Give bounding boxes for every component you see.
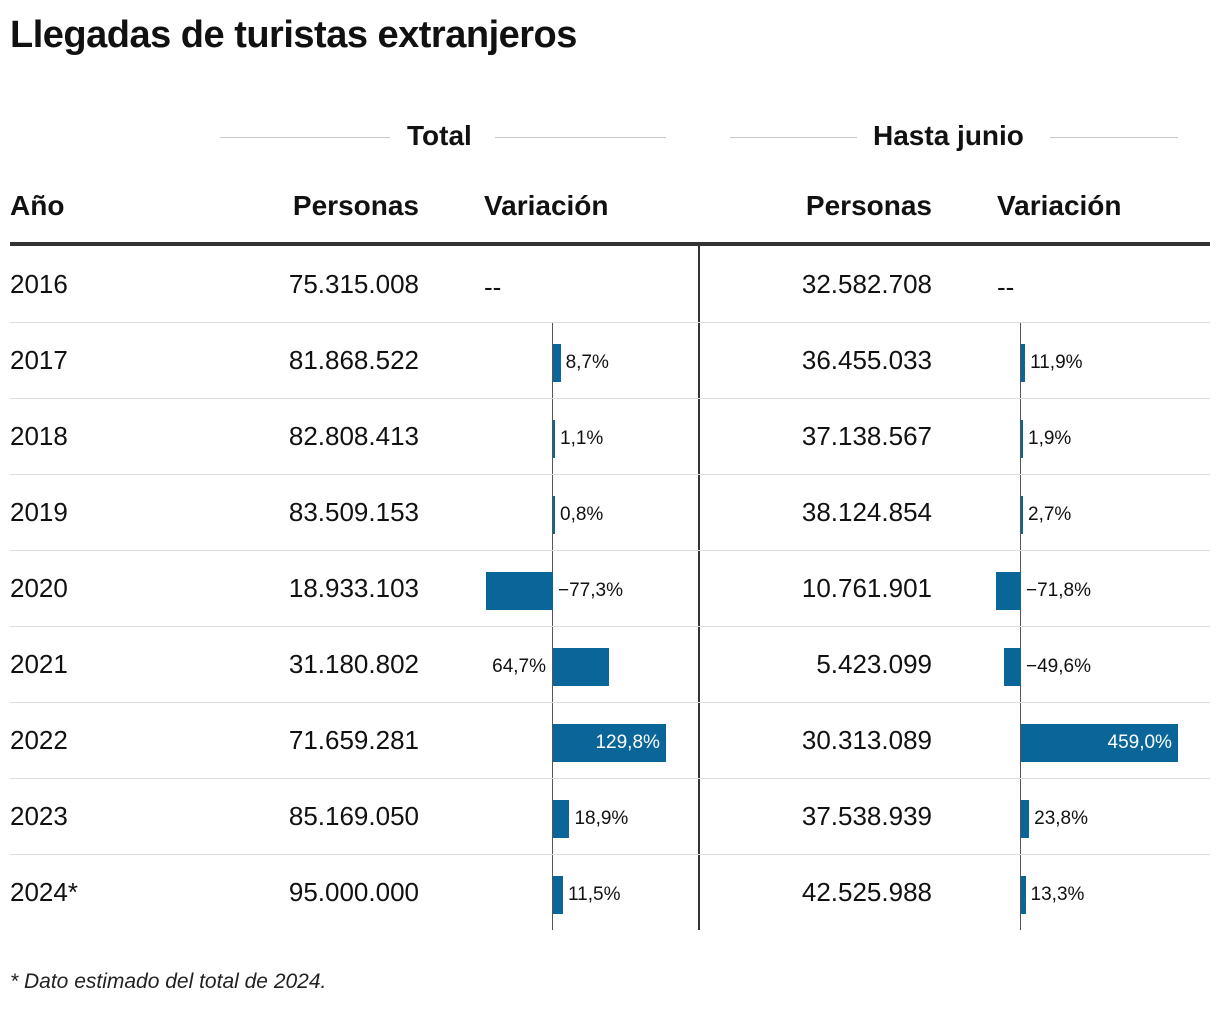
row-separator [10, 854, 1210, 855]
cell-personas-junio: 5.423.099 [816, 649, 932, 679]
row-separator [10, 550, 1210, 551]
variation-label: 18,9% [574, 808, 629, 829]
group-header-total: Total [407, 120, 472, 151]
cell-year: 2021 [10, 649, 68, 679]
chart-title: Llegadas de turistas extranjeros [10, 14, 577, 56]
cell-personas-junio: 32.582.708 [801, 269, 932, 299]
variation-bar [1021, 800, 1030, 838]
row-separator [10, 702, 1210, 703]
variation-bar [553, 876, 563, 914]
variation-label: 0,8% [560, 504, 604, 525]
row-separator [10, 778, 1210, 779]
header-personas-junio: Personas [805, 190, 932, 221]
cell-personas-total: 85.169.050 [288, 801, 419, 831]
variation-label: 64,7% [492, 656, 546, 677]
variation-bar [553, 724, 666, 762]
cell-personas-junio: 38.124.854 [801, 497, 932, 527]
variation-label: 11,9% [1030, 352, 1083, 373]
cell-personas-junio: 10.761.901 [801, 573, 932, 603]
variation-bar [1021, 724, 1178, 762]
variation-none: -- [484, 272, 502, 302]
group-header-junio: Hasta junio [873, 120, 1024, 151]
header-variacion-total: Variación [484, 190, 609, 221]
group-rule [495, 137, 666, 138]
variation-bar [553, 344, 561, 382]
variation-label: 129,8% [595, 732, 660, 753]
variation-label: −77,3% [558, 580, 623, 601]
cell-year: 2016 [10, 269, 68, 299]
group-rule [730, 137, 857, 138]
row-separator [10, 398, 1210, 399]
variation-label: 2,7% [1028, 504, 1072, 525]
variation-bar [1004, 648, 1021, 686]
cell-year: 2020 [10, 573, 68, 603]
group-rule [1050, 137, 1178, 138]
variation-bar [553, 800, 570, 838]
cell-personas-total: 31.180.802 [288, 649, 419, 679]
cell-year: 2022 [10, 725, 68, 755]
cell-personas-total: 18.933.103 [288, 573, 419, 603]
variation-label: 11,5% [568, 884, 621, 905]
variation-none: -- [997, 272, 1015, 302]
cell-year: 2024* [10, 877, 78, 907]
cell-year: 2019 [10, 497, 68, 527]
variation-label: 13,3% [1030, 884, 1085, 905]
cell-personas-total: 71.659.281 [288, 725, 419, 755]
variation-bar [1021, 420, 1023, 458]
column-divider [698, 246, 700, 930]
variation-bar [1021, 876, 1026, 914]
variation-label: −49,6% [1026, 656, 1091, 677]
header-variacion-junio: Variación [997, 190, 1122, 221]
cell-personas-junio: 30.313.089 [801, 725, 932, 755]
variation-bar [1021, 496, 1023, 534]
row-separator [10, 626, 1210, 627]
cell-personas-total: 81.868.522 [288, 345, 419, 375]
header-year: Año [10, 190, 65, 221]
header-personas-total: Personas [292, 190, 419, 221]
cell-personas-junio: 42.525.988 [801, 877, 932, 907]
row-separator [10, 322, 1210, 323]
variation-label: −71,8% [1026, 580, 1091, 601]
variation-bar [485, 572, 553, 610]
cell-personas-junio: 37.138.567 [801, 421, 932, 451]
cell-personas-junio: 36.455.033 [801, 345, 932, 375]
cell-personas-total: 83.509.153 [288, 497, 419, 527]
cell-year: 2023 [10, 801, 68, 831]
footnote: * Dato estimado del total de 2024. [10, 970, 327, 993]
row-separator [10, 474, 1210, 475]
cell-personas-total: 75.315.008 [288, 269, 419, 299]
variation-label: 459,0% [1107, 732, 1172, 753]
variation-label: 8,7% [565, 352, 609, 373]
cell-year: 2017 [10, 345, 68, 375]
variation-label: 1,1% [560, 428, 604, 449]
cell-personas-junio: 37.538.939 [801, 801, 932, 831]
cell-personas-total: 95.000.000 [288, 877, 419, 907]
cell-personas-total: 82.808.413 [288, 421, 419, 451]
cell-year: 2018 [10, 421, 68, 451]
header-rule [10, 242, 1210, 246]
variation-bar [553, 420, 555, 458]
variation-label: 1,9% [1028, 428, 1072, 449]
group-rule [220, 137, 390, 138]
variation-bar [996, 572, 1021, 610]
variation-bar [1021, 344, 1026, 382]
variation-bar [553, 648, 610, 686]
variation-bar [553, 496, 555, 534]
variation-label: 23,8% [1034, 808, 1088, 829]
